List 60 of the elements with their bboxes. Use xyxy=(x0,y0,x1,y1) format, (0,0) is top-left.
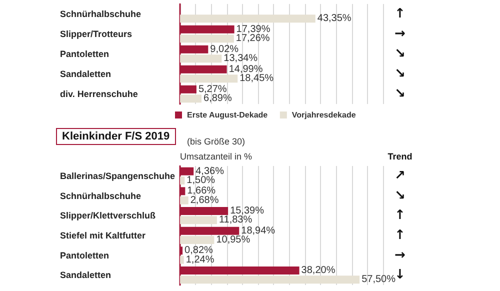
bar xyxy=(180,54,222,63)
y-tick-label: Slipper/Klettverschluß xyxy=(60,210,156,221)
data-label: 2,68% xyxy=(190,194,219,206)
bar xyxy=(180,34,234,43)
y-tick-label: Sandaletten xyxy=(60,69,112,79)
y-tick-label: Schnürhalbschuhe xyxy=(60,190,142,201)
text: ↘ xyxy=(394,86,406,102)
bar xyxy=(180,216,217,224)
y-tick-label: Sandaletten xyxy=(60,270,112,280)
data-label: 1,50% xyxy=(186,175,216,186)
text: ↑ xyxy=(394,208,406,224)
y-tick-label: Pantoletten xyxy=(60,250,110,260)
data-label: 18,45% xyxy=(240,73,274,84)
data-label: 4,36% xyxy=(196,166,224,177)
data-label: 0,82% xyxy=(184,245,214,256)
data-label: 43,35% xyxy=(317,13,352,24)
text: → xyxy=(394,248,406,263)
text: ↘ xyxy=(394,46,406,62)
y-tick-label: div. Herrenschuhe xyxy=(60,89,138,99)
text: → xyxy=(394,26,406,42)
bar xyxy=(180,256,184,264)
y-tick-label: Pantoletten xyxy=(60,49,110,59)
legend-label: Vorjahresdekade xyxy=(292,110,356,120)
text: Trend xyxy=(388,152,412,162)
data-label: 38,20% xyxy=(301,264,336,276)
text: ↗ xyxy=(394,168,406,184)
data-label: 17,39% xyxy=(236,24,270,35)
data-label: 1,66% xyxy=(187,186,216,197)
data-label: 11,83% xyxy=(218,214,252,226)
data-label: 17,26% xyxy=(236,33,270,44)
data-label: 1,24% xyxy=(186,254,214,266)
data-label: 13,34% xyxy=(224,53,258,64)
text: ↓ xyxy=(394,268,406,283)
bar xyxy=(180,276,360,284)
data-label: 14,99% xyxy=(228,64,263,75)
data-label: 10,95% xyxy=(216,234,250,246)
chart-subtitle: (bis Größe 30) xyxy=(187,136,246,146)
data-label: 9,02% xyxy=(210,44,239,55)
text: ↘ xyxy=(394,188,406,204)
data-label: 18,94% xyxy=(241,225,276,236)
text: ↑ xyxy=(394,6,406,22)
data-label: 15,39% xyxy=(230,205,264,216)
x-axis-title: Umsatzanteil in % xyxy=(180,152,252,162)
bar xyxy=(180,74,238,83)
text: ↑ xyxy=(394,228,406,243)
text: ↘ xyxy=(394,66,406,82)
bar xyxy=(180,236,214,244)
y-tick-label: Stiefel mit Kaltfutter xyxy=(60,230,146,240)
y-tick-label: Slipper/Trotteurs xyxy=(60,29,132,39)
bar xyxy=(180,14,316,23)
y-tick-label: Schnürhalbschuhe xyxy=(60,9,142,19)
data-label: 57,50% xyxy=(362,274,396,286)
data-label: 5,27% xyxy=(198,84,227,95)
bar xyxy=(180,176,185,185)
legend-label: Erste August-Dekade xyxy=(187,110,268,120)
y-tick-label: Ballerinas/Spangenschuhe xyxy=(60,170,176,181)
bar xyxy=(180,94,202,103)
data-label: 6,89% xyxy=(204,93,232,104)
chart-title: Kleinkinder F/S 2019 xyxy=(62,130,170,142)
bar xyxy=(180,196,188,204)
